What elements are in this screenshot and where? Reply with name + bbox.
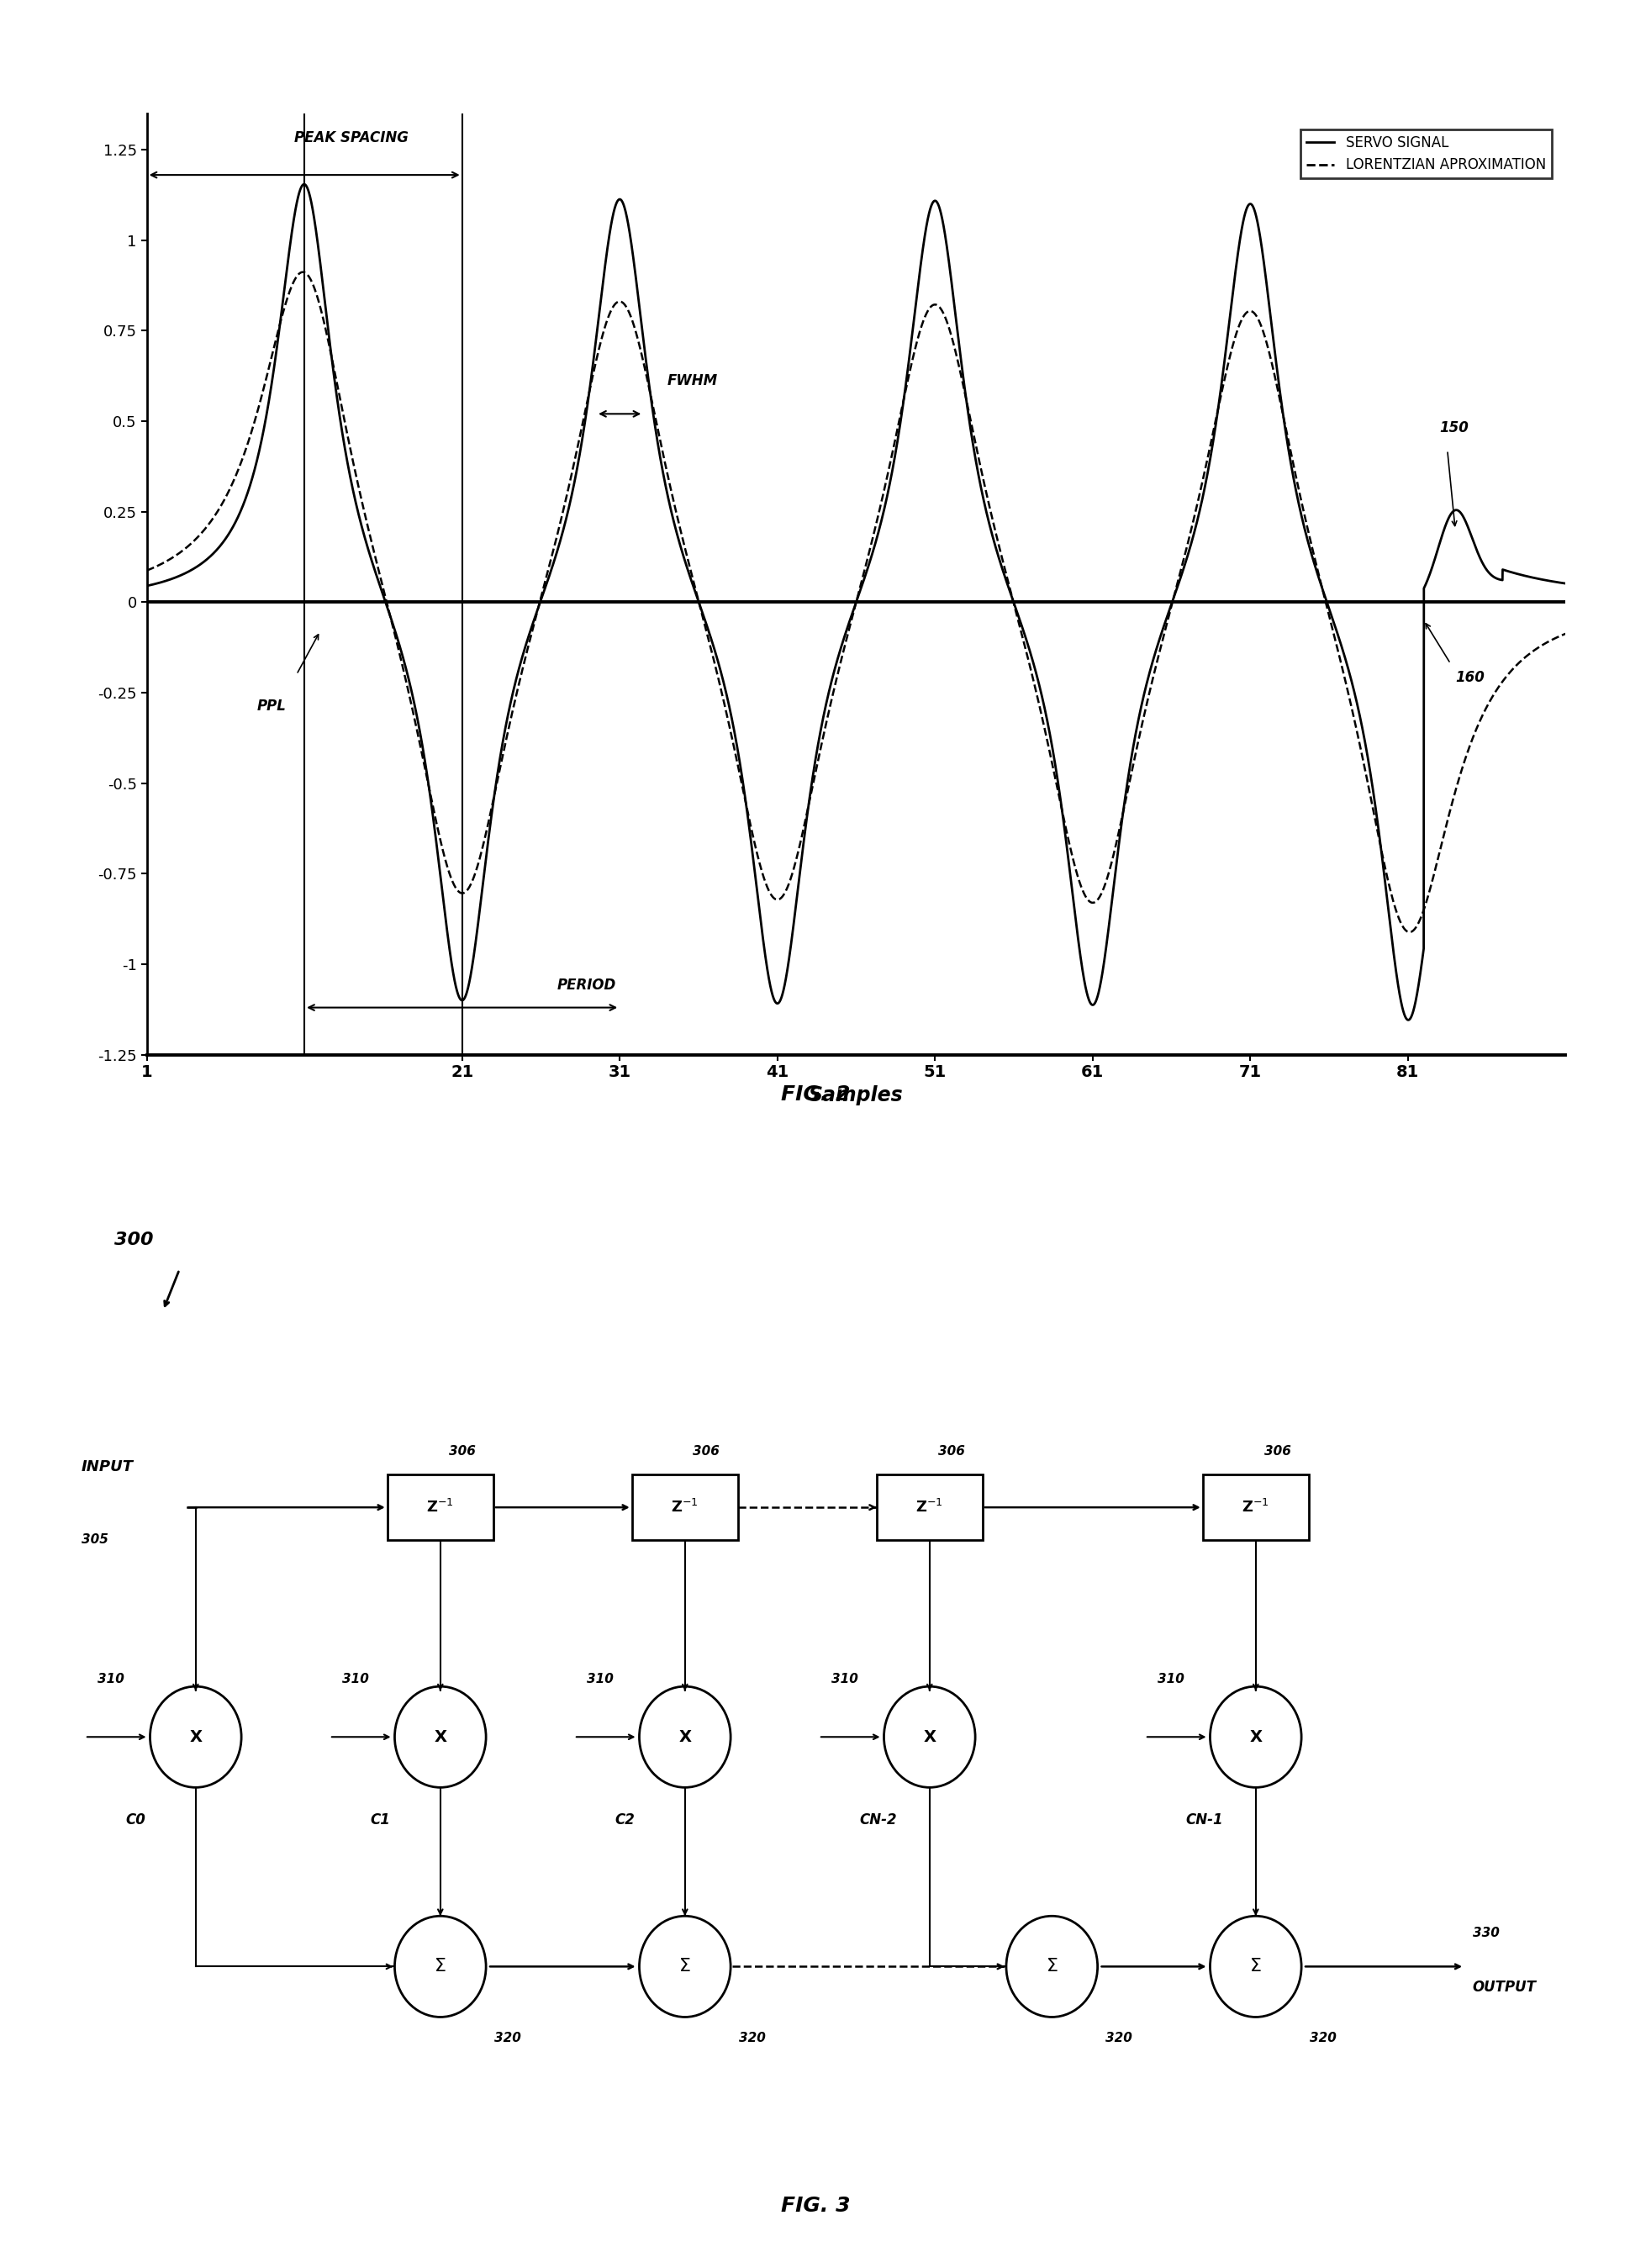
- SERVO SIGNAL: [137, 572, 156, 599]
- Ellipse shape: [394, 1916, 486, 2016]
- SERVO SIGNAL: [976, 499, 996, 526]
- LORENTZIAN APROXIMATION: [650, 429, 670, 456]
- Text: X: X: [1249, 1728, 1262, 1744]
- Text: X: X: [434, 1728, 447, 1744]
- Text: FWHM: FWHM: [667, 374, 717, 388]
- SERVO SIGNAL: [650, 447, 670, 474]
- LORENTZIAN APROXIMATION: [976, 481, 996, 508]
- SERVO SIGNAL: [1038, 712, 1058, 739]
- Ellipse shape: [394, 1687, 486, 1787]
- Ellipse shape: [1209, 1687, 1301, 1787]
- Text: 320: 320: [738, 2032, 764, 2043]
- Text: X: X: [678, 1728, 691, 1744]
- SERVO SIGNAL: [1555, 569, 1575, 596]
- LORENTZIAN APROXIMATION: [209, 497, 228, 524]
- Ellipse shape: [883, 1687, 975, 1787]
- Ellipse shape: [1209, 1916, 1301, 2016]
- LORENTZIAN APROXIMATION: [293, 259, 313, 286]
- Text: PPL: PPL: [258, 699, 287, 714]
- Ellipse shape: [1006, 1916, 1097, 2016]
- SERVO SIGNAL: [209, 535, 228, 562]
- LORENTZIAN APROXIMATION: [1555, 619, 1575, 646]
- Text: $\Sigma$: $\Sigma$: [434, 1957, 447, 1975]
- Bar: [877, 1474, 981, 1540]
- Bar: [388, 1474, 492, 1540]
- SERVO SIGNAL: [293, 170, 313, 197]
- Text: 320: 320: [1309, 2032, 1335, 2043]
- Text: C1: C1: [370, 1812, 390, 1828]
- Text: X: X: [923, 1728, 936, 1744]
- Line: SERVO SIGNAL: SERVO SIGNAL: [147, 184, 1565, 1021]
- Text: 320: 320: [494, 2032, 520, 2043]
- Text: Z$^{-1}$: Z$^{-1}$: [916, 1499, 942, 1515]
- LORENTZIAN APROXIMATION: [1399, 919, 1418, 946]
- Text: Z$^{-1}$: Z$^{-1}$: [672, 1499, 698, 1515]
- Text: 310: 310: [831, 1674, 857, 1685]
- Text: Z$^{-1}$: Z$^{-1}$: [427, 1499, 453, 1515]
- Ellipse shape: [639, 1916, 730, 2016]
- Text: $\Sigma$: $\Sigma$: [678, 1957, 691, 1975]
- Legend: SERVO SIGNAL, LORENTZIAN APROXIMATION: SERVO SIGNAL, LORENTZIAN APROXIMATION: [1301, 129, 1550, 179]
- LORENTZIAN APROXIMATION: [1038, 733, 1058, 760]
- Text: X: X: [189, 1728, 202, 1744]
- Text: INPUT: INPUT: [82, 1461, 134, 1474]
- Text: FIG. 3: FIG. 3: [781, 2195, 849, 2216]
- Text: 306: 306: [937, 1445, 963, 1458]
- Text: 305: 305: [82, 1533, 108, 1547]
- Text: $\Sigma$: $\Sigma$: [1045, 1957, 1058, 1975]
- X-axis label: Samples: Samples: [808, 1084, 903, 1105]
- Text: 310: 310: [587, 1674, 613, 1685]
- Line: LORENTZIAN APROXIMATION: LORENTZIAN APROXIMATION: [147, 272, 1565, 932]
- Text: C0: C0: [126, 1812, 145, 1828]
- Text: 330: 330: [1472, 1928, 1498, 1939]
- Text: 150: 150: [1439, 420, 1469, 435]
- Text: FIG. 2: FIG. 2: [781, 1084, 849, 1105]
- Text: CN-1: CN-1: [1185, 1812, 1222, 1828]
- Text: PEAK SPACING: PEAK SPACING: [295, 132, 409, 145]
- SERVO SIGNAL: [1188, 501, 1208, 528]
- Text: 300: 300: [114, 1232, 153, 1247]
- LORENTZIAN APROXIMATION: [137, 558, 156, 585]
- Text: 310: 310: [1157, 1674, 1183, 1685]
- Text: $\Sigma$: $\Sigma$: [1249, 1957, 1262, 1975]
- Text: 310: 310: [98, 1674, 124, 1685]
- Text: 310: 310: [342, 1674, 368, 1685]
- LORENTZIAN APROXIMATION: [1188, 483, 1208, 510]
- Bar: [1203, 1474, 1309, 1540]
- Text: 306: 306: [448, 1445, 474, 1458]
- Text: 160: 160: [1454, 669, 1483, 685]
- Text: PERIOD: PERIOD: [556, 978, 616, 993]
- Ellipse shape: [150, 1687, 241, 1787]
- Text: 306: 306: [1263, 1445, 1289, 1458]
- Text: 306: 306: [693, 1445, 719, 1458]
- SERVO SIGNAL: [1265, 336, 1284, 363]
- Text: CN-2: CN-2: [859, 1812, 897, 1828]
- Bar: [632, 1474, 737, 1540]
- Text: OUTPUT: OUTPUT: [1472, 1980, 1535, 1994]
- Text: 320: 320: [1105, 2032, 1131, 2043]
- Text: Z$^{-1}$: Z$^{-1}$: [1242, 1499, 1268, 1515]
- Ellipse shape: [639, 1687, 730, 1787]
- Text: C2: C2: [615, 1812, 634, 1828]
- LORENTZIAN APROXIMATION: [1265, 361, 1284, 388]
- SERVO SIGNAL: [1399, 1007, 1418, 1034]
